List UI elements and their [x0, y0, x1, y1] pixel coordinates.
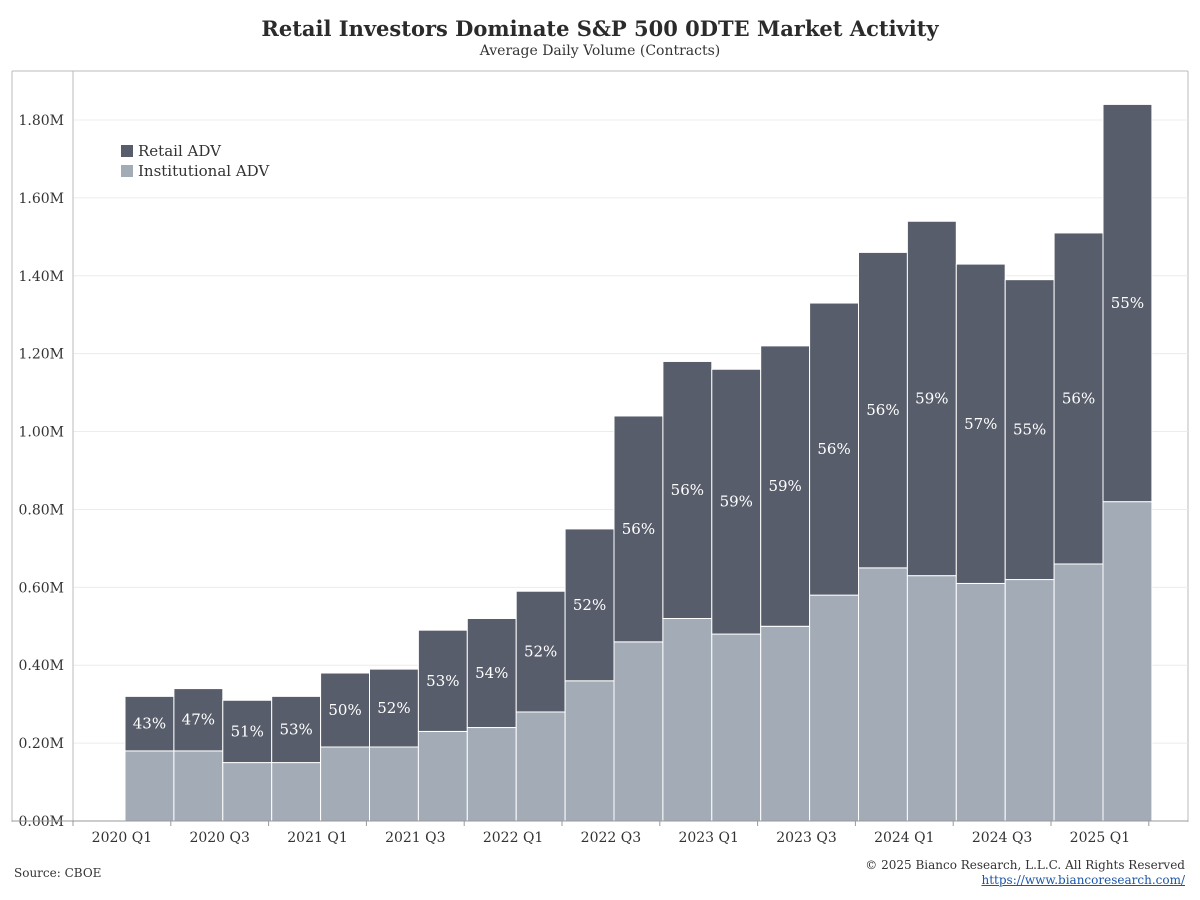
copyright-note: © 2025 Bianco Research, L.L.C. All Right…	[865, 858, 1185, 872]
retail-share-label: 59%	[720, 493, 753, 511]
institutional-bar	[858, 567, 908, 822]
retail-bar	[222, 699, 273, 764]
x-tick-label: 2025 Q1	[1070, 830, 1130, 846]
x-tick-label: 2020 Q3	[189, 830, 249, 846]
institutional-bar	[711, 633, 762, 822]
retail-share-label: 55%	[1013, 421, 1046, 439]
source-note: Source: CBOE	[14, 866, 102, 880]
chart-title: Retail Investors Dominate S&P 500 0DTE M…	[261, 16, 939, 41]
x-tick-label: 2022 Q1	[483, 830, 543, 846]
institutional-bar	[955, 582, 1006, 822]
website-link[interactable]: https://www.biancoresearch.com/	[981, 873, 1185, 887]
retail-share-label: 57%	[964, 415, 997, 433]
retail-bar	[1004, 279, 1055, 581]
institutional-bar	[662, 617, 713, 822]
y-tick-label: 1.60M	[18, 191, 64, 207]
institutional-bar	[271, 762, 322, 822]
institutional-bar	[1004, 579, 1055, 822]
x-tick-label: 2023 Q1	[678, 830, 738, 846]
retail-bar	[466, 617, 517, 729]
retail-bar	[613, 415, 664, 643]
y-tick-label: 1.80M	[18, 113, 64, 129]
retail-share-label: 54%	[475, 664, 508, 682]
x-tick-label: 2021 Q1	[287, 830, 347, 846]
legend-label: Retail ADV	[138, 142, 222, 160]
x-tick-label: 2024 Q1	[874, 830, 934, 846]
institutional-bar	[466, 727, 517, 822]
y-tick-label: 1.40M	[18, 269, 64, 285]
institutional-bar	[1102, 501, 1153, 822]
y-tick-label: 1.20M	[18, 347, 64, 363]
retail-bar	[124, 695, 175, 752]
retail-share-label: 52%	[524, 643, 557, 661]
retail-share-label: 56%	[817, 440, 850, 458]
institutional-bar	[906, 575, 957, 822]
legend-swatch	[121, 145, 133, 157]
retail-share-label: 51%	[231, 722, 264, 740]
institutional-bar	[222, 762, 273, 822]
retail-share-label: 53%	[426, 672, 459, 690]
retail-bar	[906, 220, 957, 577]
retail-share-label: 59%	[768, 477, 801, 495]
x-tick-label: 2022 Q3	[581, 830, 641, 846]
retail-bar	[515, 590, 566, 713]
chart-subtitle: Average Daily Volume (Contracts)	[479, 43, 721, 59]
y-tick-label: 0.00M	[18, 814, 64, 830]
institutional-bar	[564, 680, 615, 822]
institutional-bar	[1053, 563, 1104, 822]
retail-bar	[1102, 103, 1153, 503]
retail-bar	[271, 695, 322, 764]
institutional-bar	[369, 746, 419, 822]
retail-bar	[858, 251, 908, 569]
retail-share-label: 53%	[279, 720, 312, 738]
y-tick-label: 0.80M	[18, 502, 64, 518]
institutional-bar	[124, 750, 175, 822]
retail-bar	[711, 368, 762, 635]
y-tick-label: 0.60M	[18, 580, 64, 596]
retail-bar	[1053, 232, 1104, 565]
retail-share-label: 56%	[671, 481, 704, 499]
institutional-bar	[320, 746, 371, 822]
retail-bar	[760, 345, 811, 627]
institutional-bar	[760, 625, 811, 822]
x-tick-label: 2024 Q3	[972, 830, 1032, 846]
retail-share-label: 52%	[573, 596, 606, 614]
y-tick-label: 1.00M	[18, 425, 64, 441]
retail-share-label: 43%	[133, 715, 166, 733]
retail-share-label: 55%	[1111, 294, 1144, 312]
retail-share-label: 56%	[866, 401, 899, 419]
institutional-bar	[613, 641, 664, 822]
retail-share-label: 50%	[328, 701, 361, 719]
retail-bar	[173, 688, 224, 752]
retail-bar	[662, 360, 713, 619]
retail-share-label: 56%	[622, 520, 655, 538]
x-tick-label: 2023 Q3	[776, 830, 836, 846]
y-tick-label: 0.40M	[18, 658, 64, 674]
retail-bar	[809, 302, 859, 596]
institutional-bar	[515, 711, 566, 822]
institutional-bar	[809, 594, 859, 822]
institutional-bar	[173, 750, 224, 822]
retail-bar	[369, 668, 419, 748]
x-tick-label: 2021 Q3	[385, 830, 445, 846]
retail-bar	[417, 629, 468, 732]
retail-share-label: 59%	[915, 389, 948, 407]
y-tick-label: 0.20M	[18, 736, 64, 752]
retail-share-label: 56%	[1062, 389, 1095, 407]
retail-share-label: 47%	[182, 711, 215, 729]
x-tick-label: 2020 Q1	[92, 830, 152, 846]
retail-share-label: 52%	[377, 699, 410, 717]
legend-swatch	[121, 165, 133, 177]
institutional-bar	[417, 730, 468, 822]
legend-label: Institutional ADV	[138, 162, 270, 180]
retail-bar	[320, 672, 371, 748]
